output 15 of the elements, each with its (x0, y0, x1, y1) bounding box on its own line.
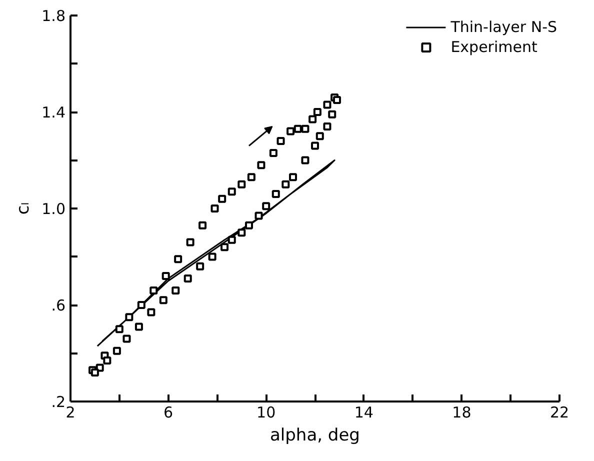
x-axis-title: alpha, deg (270, 426, 360, 446)
y-tick-label: 1.8 (42, 7, 66, 25)
legend-label: Thin-layer N-S (450, 18, 557, 36)
y-axis-title: cₗ (14, 202, 34, 215)
x-tick-label: 18 (452, 404, 472, 422)
y-tick-label: .2 (51, 393, 66, 411)
x-tick-label: 2 (66, 404, 76, 422)
x-tick-label: 10 (256, 404, 276, 422)
y-tick-label: 1.0 (42, 200, 66, 218)
x-tick-label: 6 (164, 404, 174, 422)
legend-label: Experiment (450, 38, 538, 56)
y-tick-label: 1.4 (42, 104, 66, 122)
x-tick-label: 22 (550, 404, 570, 422)
x-tick-label: 14 (354, 404, 374, 422)
y-tick-label: .6 (51, 296, 66, 314)
